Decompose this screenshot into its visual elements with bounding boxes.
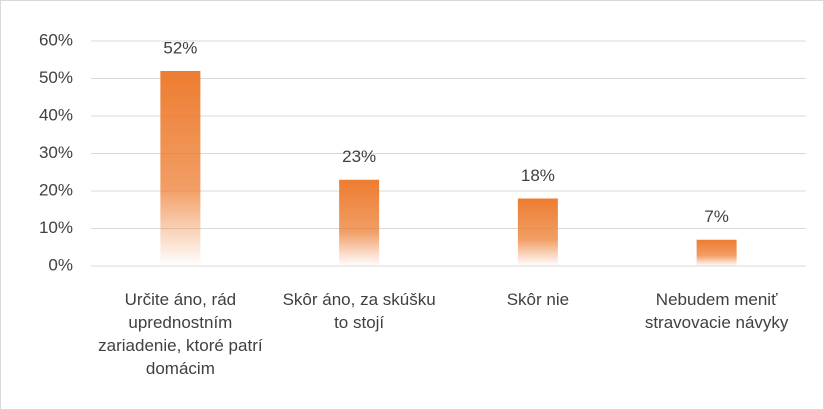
bar [696,239,737,266]
y-tick-label: 0% [48,255,73,274]
x-tick-label: Skôr áno, za skúšku to stojí [282,290,436,332]
value-label: 52% [163,38,197,57]
bar [339,179,380,266]
value-label: 18% [521,166,555,185]
value-label: 23% [342,147,376,166]
bar [517,198,558,266]
y-tick-label: 50% [39,68,73,87]
y-tick-label: 40% [39,105,73,124]
y-tick-label: 20% [39,180,73,199]
x-tick-label: Nebudem meniť stravovacie návyky [644,290,789,332]
y-tick-label: 30% [39,143,73,162]
bar [160,71,201,266]
value-label: 7% [704,207,729,226]
x-tick-label: Určite áno, rád uprednostním zariadenie,… [98,290,263,378]
y-tick-label: 60% [39,30,73,49]
y-tick-label: 10% [39,218,73,237]
x-tick-label: Skôr nie [506,290,570,309]
